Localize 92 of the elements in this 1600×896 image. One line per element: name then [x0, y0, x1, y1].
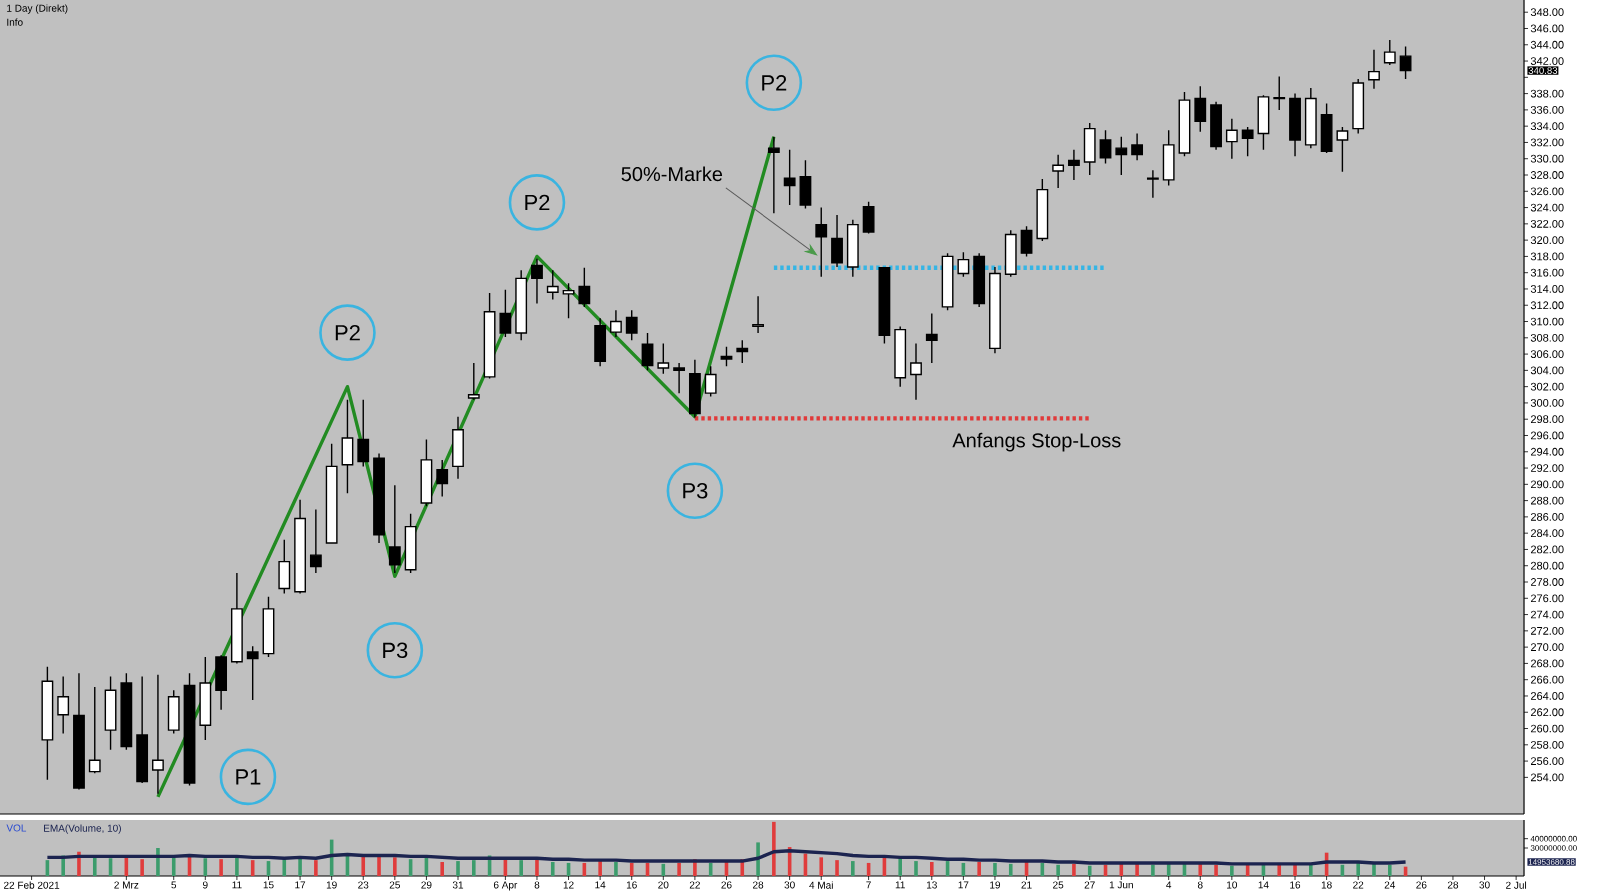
candlestick — [973, 252, 986, 308]
annotation: P3 — [683, 483, 708, 499]
candlestick — [104, 675, 117, 751]
annotation: P2 — [762, 75, 787, 91]
candlestick — [1241, 126, 1254, 157]
candlestick — [610, 309, 622, 338]
candlestick — [673, 362, 686, 394]
candlestick — [88, 686, 101, 774]
candlestick — [199, 656, 212, 741]
candlestick — [625, 309, 638, 341]
candlestick — [562, 282, 575, 319]
candlestick — [767, 136, 780, 214]
candlestick — [452, 416, 464, 480]
candlestick — [1083, 122, 1096, 176]
candlestick — [467, 362, 480, 401]
candlestick — [1162, 129, 1175, 187]
candlestick — [657, 342, 670, 375]
annotation: P3 — [383, 642, 408, 659]
candlestick — [894, 325, 907, 388]
candlestick — [1099, 129, 1112, 165]
candlestick — [846, 219, 859, 278]
candlestick — [688, 359, 701, 419]
candlestick — [1399, 45, 1412, 80]
candlestick — [1146, 169, 1159, 199]
candlestick — [1020, 225, 1033, 258]
candlestick — [152, 674, 164, 795]
candlestick — [294, 499, 306, 595]
candlestick — [641, 332, 654, 372]
candlestick — [925, 312, 938, 364]
candlestick — [483, 292, 496, 380]
candlestick — [1210, 101, 1222, 151]
candlestick — [862, 201, 875, 235]
annotation: P1 — [236, 769, 261, 785]
candlestick — [420, 438, 433, 508]
candlestick — [230, 572, 243, 665]
candlestick — [1036, 178, 1049, 242]
candlestick — [1352, 78, 1365, 135]
candlestick — [341, 398, 354, 494]
candlestick — [1004, 229, 1017, 278]
candlestick — [325, 442, 338, 544]
candlestick — [878, 266, 891, 345]
candlestick — [57, 675, 70, 735]
candlestick — [246, 645, 259, 701]
candlestick — [546, 269, 559, 301]
text: 50%-Marke — [621, 166, 723, 182]
candlestick — [752, 295, 764, 334]
candlestick — [531, 258, 543, 305]
candlestick — [1052, 153, 1065, 189]
candlestick — [1257, 94, 1270, 151]
candlestick — [910, 342, 922, 401]
annotation: P2 — [525, 194, 550, 211]
candlestick — [373, 452, 385, 544]
candlestick — [1304, 87, 1317, 149]
candlestick — [1178, 91, 1191, 157]
candlestick — [831, 214, 843, 268]
candlestick — [436, 459, 449, 498]
candlestick — [594, 317, 607, 367]
candlestick — [499, 289, 512, 338]
candlestick — [262, 595, 275, 658]
candlestick — [388, 484, 401, 574]
candlestick — [1225, 118, 1238, 160]
candlestick — [120, 672, 133, 751]
candlestick — [941, 252, 954, 311]
series-label: Anfangs Stop-Loss — [952, 432, 1121, 452]
candlestick — [783, 149, 796, 206]
candlestick — [1115, 136, 1128, 176]
candlestick — [41, 665, 54, 781]
candlestick — [1273, 75, 1286, 111]
candlestick — [1383, 39, 1396, 66]
candlestick — [720, 346, 733, 367]
candlestick — [73, 672, 85, 791]
candlestick — [704, 365, 717, 398]
candlestick — [957, 251, 970, 278]
candlestick — [215, 654, 228, 711]
candlestick — [1194, 85, 1207, 133]
candlestick — [136, 675, 149, 784]
candlestick — [404, 512, 417, 574]
candlestick — [309, 508, 322, 574]
candlestick — [167, 689, 180, 735]
candlestick — [515, 269, 528, 341]
candlestick — [989, 266, 1001, 354]
annotation: P2 — [335, 324, 360, 341]
candlestick — [1368, 48, 1380, 90]
candlestick — [278, 538, 291, 595]
candlestick — [799, 159, 812, 210]
candlestick — [578, 267, 591, 308]
candlestick — [183, 672, 196, 787]
candlestick — [1289, 92, 1301, 157]
candlestick — [815, 206, 828, 278]
candlestick — [1131, 132, 1144, 162]
candlestick — [357, 398, 370, 468]
candlestick — [1068, 149, 1080, 181]
